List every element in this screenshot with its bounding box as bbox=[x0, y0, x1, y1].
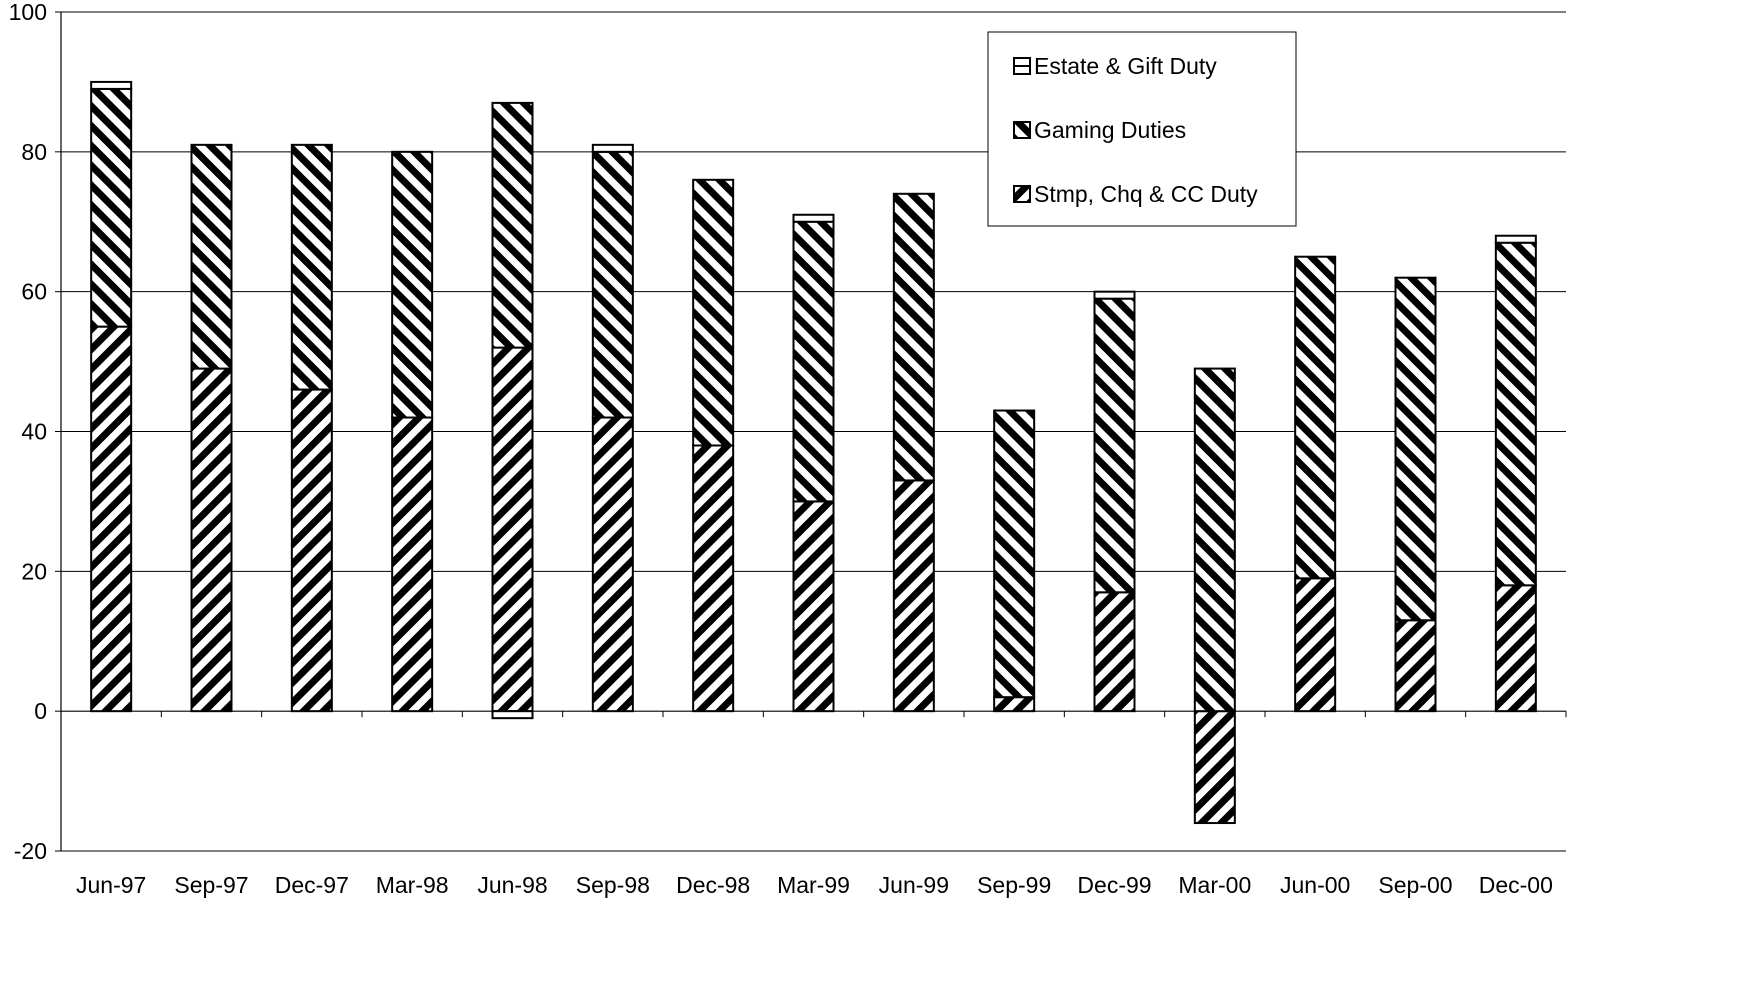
bar-segment-stmp-chq-cc-duty-sep-97 bbox=[190, 367, 233, 713]
x-tick-label: Sep-00 bbox=[1378, 872, 1452, 898]
legend: Estate & Gift Duty Gaming Duties Stmp, Chq… bbox=[987, 31, 1297, 227]
y-tick-label: -20 bbox=[14, 838, 47, 864]
bar-segment-estate-gift-duty-jun-98 bbox=[491, 710, 534, 720]
bar-segment-gaming-duties-dec-99 bbox=[1093, 297, 1136, 594]
bar-segment-stmp-chq-cc-duty-dec-99 bbox=[1093, 591, 1136, 713]
legend-label-estate-gift-duty: Estate & Gift Duty bbox=[1034, 53, 1217, 79]
bar-segment-gaming-duties-mar-00 bbox=[1193, 367, 1236, 713]
bar-segment-estate-gift-duty-jun-97 bbox=[90, 80, 133, 90]
bar-segment-stmp-chq-cc-duty-dec-97 bbox=[290, 388, 333, 713]
bar-segment-estate-gift-duty-mar-99 bbox=[792, 213, 835, 223]
tick-labels: -20 0 20 40 60 80 100 Jun-97 Sep-97 Dec-97 Mar-98 J… bbox=[9, 0, 1553, 898]
bar-segment-gaming-duties-sep-98 bbox=[591, 150, 634, 419]
x-tick-label: Mar-98 bbox=[376, 872, 449, 898]
legend-label-stmp-chq-cc-duty: Stmp, Chq & CC Duty bbox=[1034, 181, 1258, 207]
y-tick-label: 0 bbox=[34, 698, 47, 724]
bar-segment-stmp-chq-cc-duty-jun-97 bbox=[90, 325, 133, 713]
legend-swatch-stmp-chq-cc-duty bbox=[1013, 185, 1031, 203]
y-tick-label: 100 bbox=[9, 0, 47, 25]
x-tick-label: Sep-99 bbox=[977, 872, 1051, 898]
bar-segment-stmp-chq-cc-duty-jun-99 bbox=[892, 479, 935, 713]
bar-segment-estate-gift-duty-dec-00 bbox=[1494, 234, 1537, 244]
y-tick-label: 80 bbox=[21, 139, 47, 165]
bar-segment-gaming-duties-sep-97 bbox=[190, 143, 233, 370]
bar-segment-estate-gift-duty-sep-98 bbox=[591, 143, 634, 153]
y-tick-label: 60 bbox=[21, 279, 47, 305]
x-tick-label: Jun-99 bbox=[879, 872, 949, 898]
x-tick-label: Dec-98 bbox=[676, 872, 750, 898]
legend-swatch-gaming-duties bbox=[1013, 121, 1031, 139]
bar-segment-gaming-duties-jun-98 bbox=[491, 101, 534, 349]
bar-segment-stmp-chq-cc-duty-dec-00 bbox=[1494, 584, 1537, 713]
bar-segment-gaming-duties-dec-98 bbox=[692, 178, 735, 447]
bar-segment-stmp-chq-cc-duty-mar-98 bbox=[391, 416, 434, 713]
bar-segment-gaming-duties-dec-97 bbox=[290, 143, 333, 391]
bar-segment-gaming-duties-mar-98 bbox=[391, 150, 434, 419]
bar-segment-estate-gift-duty-dec-99 bbox=[1093, 290, 1136, 300]
x-tick-label: Jun-00 bbox=[1280, 872, 1350, 898]
bar-segment-gaming-duties-sep-00 bbox=[1394, 276, 1437, 622]
legend-label-gaming-duties: Gaming Duties bbox=[1034, 117, 1186, 143]
bar-segment-gaming-duties-jun-00 bbox=[1294, 255, 1337, 580]
bar-segment-stmp-chq-cc-duty-sep-99 bbox=[993, 696, 1036, 713]
y-tick-label: 40 bbox=[21, 419, 47, 445]
bar-segment-stmp-chq-cc-duty-sep-98 bbox=[591, 416, 634, 713]
bar-segment-stmp-chq-cc-duty-mar-99 bbox=[792, 500, 835, 713]
x-tick-label: Sep-98 bbox=[576, 872, 650, 898]
x-tick-label: Mar-99 bbox=[777, 872, 850, 898]
x-tick-label: Dec-97 bbox=[275, 872, 349, 898]
x-tick-label: Dec-00 bbox=[1479, 872, 1553, 898]
bar-segment-gaming-duties-dec-00 bbox=[1494, 241, 1537, 587]
y-tick-label: 20 bbox=[21, 558, 47, 584]
bar-segment-stmp-chq-cc-duty-sep-00 bbox=[1394, 619, 1437, 713]
x-tick-label: Jun-98 bbox=[477, 872, 547, 898]
bars bbox=[90, 80, 1537, 825]
x-tick-label: Mar-00 bbox=[1178, 872, 1251, 898]
legend-box bbox=[987, 31, 1297, 227]
x-tick-label: Sep-97 bbox=[174, 872, 248, 898]
bar-segment-gaming-duties-mar-99 bbox=[792, 220, 835, 503]
bar-segment-stmp-chq-cc-duty-jun-00 bbox=[1294, 577, 1337, 713]
bar-segment-gaming-duties-jun-97 bbox=[90, 87, 133, 328]
bar-segment-gaming-duties-sep-99 bbox=[993, 409, 1036, 699]
bar-segment-gaming-duties-jun-99 bbox=[892, 192, 935, 482]
bar-segment-stmp-chq-cc-duty-dec-98 bbox=[692, 444, 735, 713]
bar-segment-stmp-chq-cc-duty-mar-00 bbox=[1193, 710, 1236, 825]
x-tick-label: Dec-99 bbox=[1077, 872, 1151, 898]
x-tick-label: Jun-97 bbox=[76, 872, 146, 898]
bar-segment-stmp-chq-cc-duty-jun-98 bbox=[491, 346, 534, 713]
